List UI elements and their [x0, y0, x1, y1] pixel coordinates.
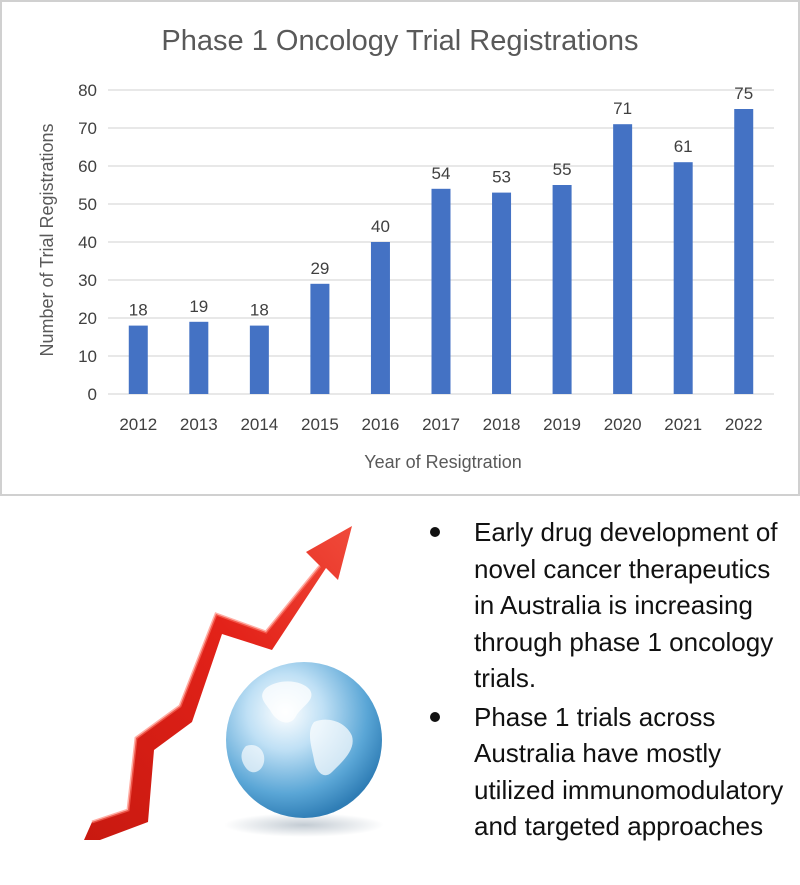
y-tick-label: 50 — [78, 195, 97, 214]
y-tick-label: 80 — [78, 81, 97, 100]
y-tick-label: 10 — [78, 347, 97, 366]
bullet-list: Early drug development of novel cancer t… — [422, 514, 797, 847]
bar-2016 — [370, 242, 390, 394]
data-label-2022: 75 — [734, 84, 753, 103]
x-tick-label-2017: 2017 — [422, 415, 460, 434]
growth-illustration — [84, 526, 384, 840]
bullet-item: Early drug development of novel cancer t… — [422, 514, 797, 697]
rising-arrow-icon — [84, 526, 352, 840]
y-tick-label: 70 — [78, 119, 97, 138]
data-labels: 18 19 18 29 40 54 53 55 71 61 75 — [129, 84, 753, 320]
data-label-2012: 18 — [129, 301, 148, 320]
x-tick-label-2019: 2019 — [543, 415, 581, 434]
y-tick-label: 60 — [78, 157, 97, 176]
y-tick-label: 0 — [88, 385, 97, 404]
x-tick-label-2021: 2021 — [664, 415, 702, 434]
bar-2014 — [249, 325, 269, 394]
bullet-text: Early drug development of novel cancer t… — [474, 517, 778, 693]
data-label-2020: 71 — [613, 99, 632, 118]
bullet-dot-icon — [430, 527, 440, 537]
data-label-2018: 53 — [492, 168, 511, 187]
bar-chart: Phase 1 Oncology Trial Registrations 0 10… — [37, 25, 774, 472]
bar-2018 — [492, 192, 512, 394]
bar-2013 — [189, 321, 209, 394]
y-tick-label: 40 — [78, 233, 97, 252]
bar-2012 — [128, 325, 148, 394]
y-axis-ticks: 0 10 20 30 40 50 60 70 80 — [78, 81, 97, 404]
x-tick-label-2018: 2018 — [483, 415, 521, 434]
x-tick-label-2020: 2020 — [604, 415, 642, 434]
bar-2019 — [552, 185, 572, 394]
x-tick-label-2015: 2015 — [301, 415, 339, 434]
x-tick-label-2013: 2013 — [180, 415, 218, 434]
bar-2020 — [613, 124, 633, 394]
x-tick-label-2016: 2016 — [362, 415, 400, 434]
data-label-2014: 18 — [250, 301, 269, 320]
x-tick-label-2012: 2012 — [119, 415, 157, 434]
data-label-2013: 19 — [189, 297, 208, 316]
x-axis-title: Year of Resigtration — [364, 452, 521, 472]
data-label-2017: 54 — [432, 164, 451, 183]
globe-icon — [224, 662, 384, 837]
bar-2022 — [734, 109, 754, 394]
y-axis-title: Number of Trial Registrations — [37, 123, 57, 356]
data-label-2021: 61 — [674, 137, 693, 156]
bullet-dot-icon — [430, 711, 440, 722]
bar-2021 — [673, 162, 693, 394]
data-label-2015: 29 — [310, 259, 329, 278]
bar-2015 — [310, 283, 330, 394]
y-tick-label: 30 — [78, 271, 97, 290]
bullet-item: Phase 1 trials across Australia have mos… — [422, 699, 797, 845]
chart-title: Phase 1 Oncology Trial Registrations — [161, 25, 638, 57]
data-label-2019: 55 — [553, 160, 572, 179]
bars — [128, 109, 754, 394]
y-tick-label: 20 — [78, 309, 97, 328]
x-tick-label-2014: 2014 — [240, 415, 278, 434]
x-tick-label-2022: 2022 — [725, 415, 763, 434]
chart-panel: Phase 1 Oncology Trial Registrations 0 10… — [0, 0, 800, 496]
data-label-2016: 40 — [371, 217, 390, 236]
bullet-text: Phase 1 trials across Australia have mos… — [474, 701, 784, 842]
bar-2017 — [431, 188, 451, 394]
x-axis-ticks: 2012 2013 2014 2015 2016 2017 2018 2019 2020 2021… — [119, 415, 762, 434]
